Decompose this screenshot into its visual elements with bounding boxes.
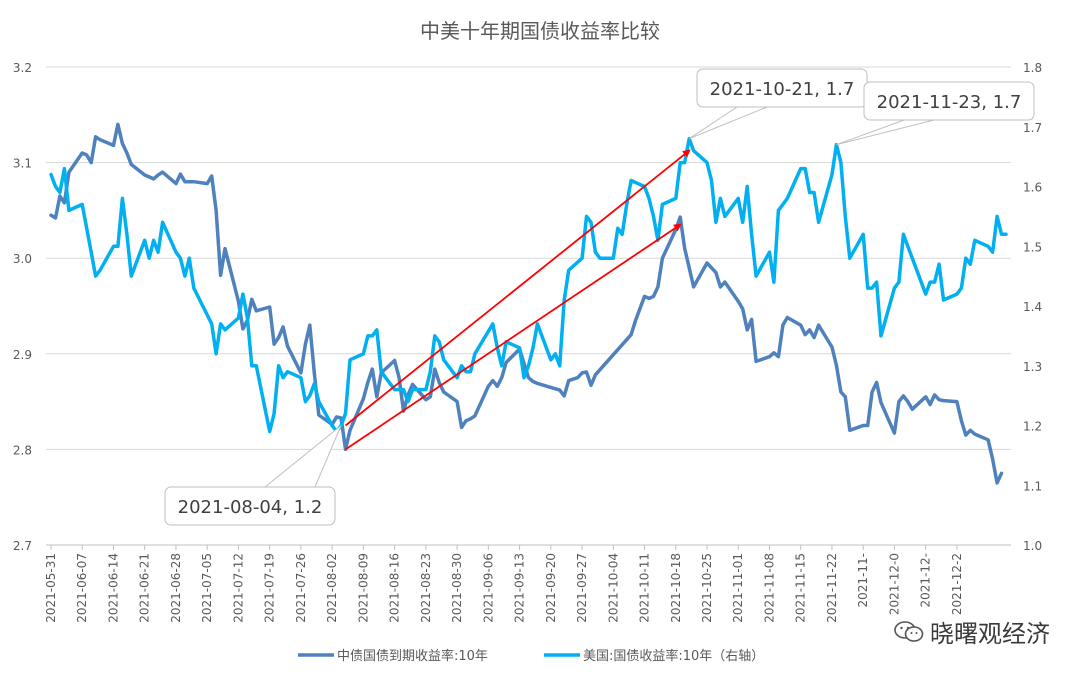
- y-left-tick-label: 3.1: [13, 157, 32, 171]
- x-tick-label: 2021-09-27: [575, 553, 589, 623]
- y-axis-right: 1.0 1.1 1.2 1.3 1.4 1.5 1.6 1.7 1.8: [1023, 61, 1042, 553]
- wechat-icon: [894, 620, 924, 642]
- x-tick-label: 2021-07-05: [200, 553, 214, 623]
- watermark: 晓曙观经济: [894, 614, 1050, 649]
- x-tick-label: 2021-11-15: [794, 553, 808, 623]
- x-tick-label: 2021-06-21: [138, 553, 152, 623]
- x-tick-label: 2021-06-14: [106, 553, 120, 623]
- legend-label: 中债国债到期收益率:10年: [337, 648, 488, 664]
- x-tick-label: 2021-11-08: [762, 553, 776, 623]
- annotations: 2021-08-04, 1.2 2021-10-21, 1.7 2021-11-23…: [164, 68, 1035, 526]
- y-right-tick-label: 1.6: [1023, 181, 1042, 195]
- x-tick-label: 2021-08-23: [419, 553, 433, 623]
- annotation-box: [164, 486, 336, 526]
- annotation-label: 2021-08-04, 1.2: [178, 497, 323, 518]
- legend: 中债国债到期收益率:10年 美国:国债收益率:10年（右轴）: [298, 648, 764, 664]
- y-right-tick-label: 1.7: [1023, 121, 1042, 135]
- x-axis: 2021-05-31 2021-06-07 2021-06-14 2021-06-21…: [44, 544, 1011, 623]
- y-right-tick-label: 1.5: [1023, 240, 1042, 254]
- annotation-label: 2021-10-21, 1.7: [710, 79, 855, 100]
- trend-arrows: [344, 149, 691, 451]
- series-layer: [49, 122, 1008, 485]
- annotation-label: 2021-11-23, 1.7: [877, 92, 1022, 113]
- y-right-tick-label: 1.1: [1023, 479, 1042, 493]
- trend-arrow: [345, 223, 682, 451]
- x-tick-label: 2021-10-04: [606, 553, 620, 623]
- chart-title: 中美十年期国债收益率比较: [420, 19, 660, 43]
- y-left-tick-label: 2.7: [13, 539, 32, 553]
- x-tick-label: 2021-10-25: [700, 553, 714, 623]
- annotation-leader: [688, 106, 768, 140]
- legend-label: 美国:国债收益率:10年（右轴）: [583, 648, 764, 664]
- x-tick-label: 2021-12-: [919, 553, 933, 607]
- x-tick-label: 2021-09-13: [513, 553, 527, 623]
- grid: [46, 66, 1011, 546]
- annotation-leader: [836, 119, 935, 146]
- x-tick-label: 2021-11-01: [731, 553, 745, 623]
- x-tick-label: 2021-08-16: [388, 553, 402, 623]
- series-line-us: [49, 136, 1008, 434]
- y-right-tick-label: 1.8: [1023, 61, 1042, 75]
- y-right-tick-label: 1.2: [1023, 420, 1042, 434]
- annotation-box: [863, 81, 1035, 121]
- x-tick-label: 2021-06-28: [169, 553, 183, 623]
- trend-arrow: [344, 149, 691, 427]
- watermark-text: 晓曙观经济: [930, 620, 1050, 648]
- y-left-tick-label: 2.9: [13, 348, 32, 362]
- x-tick-label: 2021-08-09: [356, 553, 370, 623]
- x-tick-label: 2021-12-0: [887, 553, 901, 615]
- x-tick-label: 2021-09-20: [544, 553, 558, 623]
- y-left-tick-label: 3.2: [13, 61, 32, 75]
- x-tick-label: 2021-12-2: [950, 553, 964, 615]
- x-tick-label: 2021-07-19: [263, 553, 277, 623]
- series-line-china: [49, 122, 1004, 485]
- x-tick-label: 2021-11-: [856, 553, 870, 607]
- y-left-tick-label: 3.0: [13, 252, 32, 266]
- x-tick-label: 2021-10-18: [669, 553, 683, 623]
- x-tick-label: 2021-11-22: [825, 553, 839, 623]
- x-tick-label: 2021-08-02: [325, 553, 339, 623]
- x-tick-label: 2021-10-11: [638, 553, 652, 623]
- y-right-tick-label: 1.0: [1023, 539, 1042, 553]
- y-right-tick-label: 1.3: [1023, 360, 1042, 374]
- x-tick-label: 2021-06-07: [75, 553, 89, 623]
- x-tick-label: 2021-07-26: [294, 553, 308, 623]
- x-tick-label: 2021-05-31: [44, 553, 58, 623]
- y-axis-left: 2.7 2.8 2.9 3.0 3.1 3.2: [13, 61, 32, 553]
- y-left-tick-label: 2.8: [13, 443, 32, 457]
- x-tick-label: 2021-09-06: [481, 553, 495, 623]
- x-tick-label: 2021-07-12: [231, 553, 245, 623]
- x-tick-label: 2021-08-30: [450, 553, 464, 623]
- annotation-leader: [263, 425, 342, 488]
- y-right-tick-label: 1.4: [1023, 300, 1042, 314]
